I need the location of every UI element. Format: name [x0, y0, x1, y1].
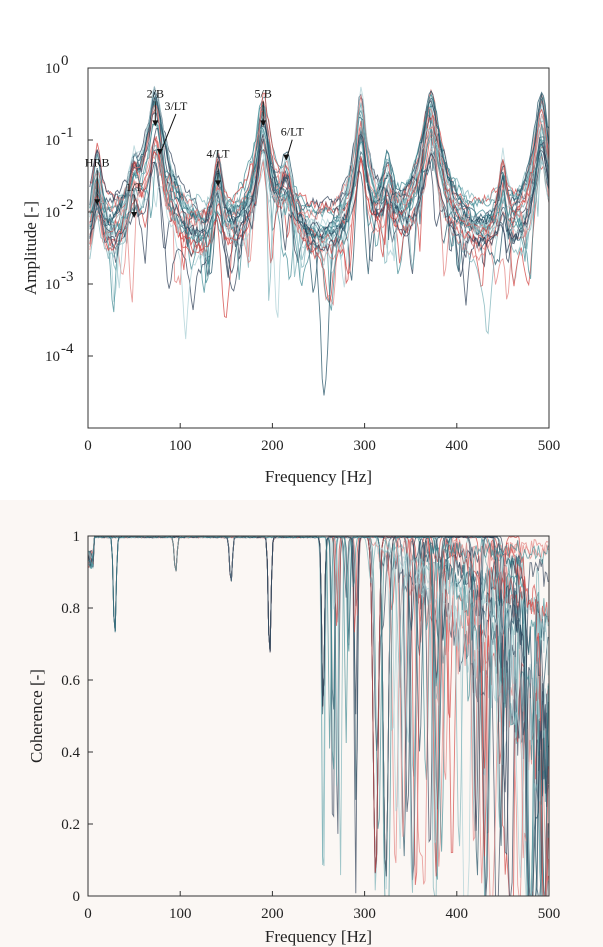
annotation-label: HRB	[85, 155, 110, 169]
amplitude-x-tick-label: 100	[169, 438, 192, 454]
amplitude-plot-frame	[87, 67, 550, 429]
amplitude-series-line	[89, 125, 550, 277]
amplitude-y-axis-label: Amplitude [-]	[21, 201, 40, 295]
amplitude-series-line	[89, 104, 550, 340]
amplitude-y-tick-exponent: -1	[61, 125, 74, 141]
coherence-y-tick-label: 0.4	[61, 745, 80, 761]
coherence-x-tick-label: 0	[84, 906, 92, 922]
amplitude-series-line	[89, 102, 550, 335]
amplitude-y-tick-label: 10	[45, 61, 60, 77]
amplitude-y-tick-label: 10	[45, 205, 60, 221]
amplitude-y-tick-exponent: -4	[61, 341, 74, 357]
annotation-label: 3/LT	[164, 99, 188, 113]
amplitude-y-tick-exponent: -2	[61, 197, 74, 213]
annotation-label: 2/B	[147, 86, 164, 100]
amplitude-y-tick-exponent: 0	[61, 53, 69, 69]
amplitude-x-tick-label: 300	[353, 438, 376, 454]
amplitude-series-line	[89, 96, 550, 293]
coherence-chart: 0 100 200 300 400 500 0 0.2 0.4 0.6 0.8 1 Frequency…	[27, 529, 560, 946]
coherence-x-tick-label: 100	[169, 906, 192, 922]
coherence-series-line	[88, 535, 549, 897]
amplitude-series-line	[89, 93, 550, 306]
amplitude-x-tick-label: 0	[84, 438, 92, 454]
coherence-x-tick-label: 400	[446, 906, 469, 922]
coherence-series-group	[88, 535, 549, 897]
annotation-label: 6/LT	[281, 125, 305, 139]
amplitude-x-tick-label: 200	[261, 438, 284, 454]
amplitude-x-axis-label: Frequency [Hz]	[265, 467, 372, 486]
annotation-arrowhead	[156, 148, 163, 155]
annotation-label: 4/LT	[207, 146, 231, 160]
coherence-panel: 0 100 200 300 400 500 0 0.2 0.4 0.6 0.8 1 Frequency…	[0, 500, 603, 947]
annotation-arrowhead	[260, 120, 267, 127]
amplitude-y-tick-label: 10	[45, 277, 60, 293]
amplitude-series-line	[89, 93, 550, 300]
amplitude-x-tick-label: 400	[446, 438, 469, 454]
coherence-y-tick-label: 0	[73, 889, 81, 905]
annotation-arrow	[159, 113, 177, 155]
annotation-arrowhead	[131, 211, 138, 218]
amplitude-annotations: HRB 1/T 2/B3/LT 4/LT 5/B 6/LT	[85, 86, 304, 218]
amplitude-series-line	[89, 95, 550, 277]
coherence-y-axis-label: Coherence [-]	[27, 669, 46, 763]
amplitude-panel: 0 100 200 300 400 500 10 -4 10 -3 10 -2 10 -1 10 0 HRB 1…	[21, 53, 561, 486]
amplitude-y-tick-label: 10	[45, 133, 60, 149]
amplitude-series-line	[89, 85, 550, 289]
amplitude-series-line	[89, 93, 550, 311]
coherence-ticks: 0 100 200 300 400 500 0 0.2 0.4 0.6 0.8 1	[61, 529, 560, 922]
annotation-arrowhead	[94, 199, 101, 206]
amplitude-series-line	[89, 90, 550, 396]
coherence-x-tick-label: 500	[538, 906, 561, 922]
annotation-arrowhead	[283, 154, 290, 161]
annotation-label: 1/T	[126, 180, 143, 194]
coherence-x-axis-label: Frequency [Hz]	[265, 927, 372, 946]
coherence-y-tick-label: 0.8	[61, 601, 80, 617]
amplitude-series-line	[89, 96, 550, 293]
amplitude-series-group	[89, 85, 550, 396]
coherence-y-tick-label: 0.2	[61, 817, 80, 833]
amplitude-y-tick-label: 10	[45, 349, 60, 365]
annotation-arrowhead	[152, 120, 159, 127]
coherence-y-tick-label: 1	[73, 529, 81, 545]
coherence-x-tick-label: 300	[353, 906, 376, 922]
coherence-x-tick-label: 200	[261, 906, 284, 922]
amplitude-x-tick-label: 500	[538, 438, 561, 454]
amplitude-y-tick-exponent: -3	[61, 269, 74, 285]
annotation-arrowhead	[215, 180, 222, 187]
coherence-plot-frame	[87, 535, 550, 897]
coherence-y-tick-label: 0.6	[61, 673, 80, 689]
annotation-label: 5/B	[255, 86, 272, 100]
